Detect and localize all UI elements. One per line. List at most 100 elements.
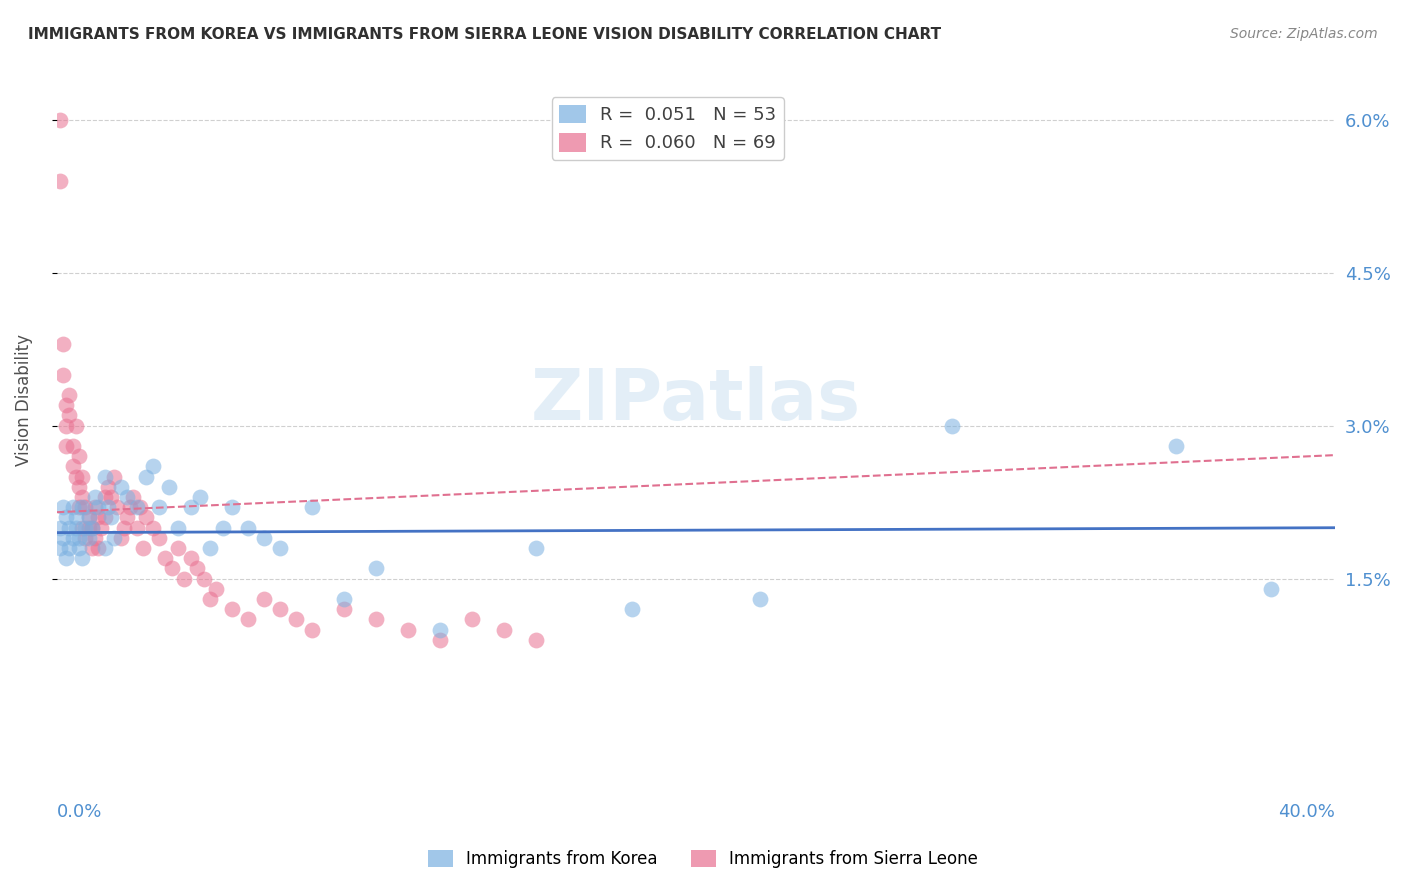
Point [55,510,77,524]
Point [135,469,157,483]
Point [52,500,75,515]
Text: 40.0%: 40.0% [1278,803,1336,821]
Point [75,520,97,534]
Point [93,541,115,555]
Point [186,561,208,575]
Point [157,480,180,494]
Point [80,520,103,534]
Point [65,469,87,483]
Point [333,602,356,616]
Point [429,632,451,647]
Point [87,541,110,555]
Point [84,531,107,545]
Y-axis label: Vision Disability: Vision Disability [15,334,32,466]
Point [148,500,170,515]
Point [67,449,90,463]
Point [58,388,80,402]
Point [205,582,228,596]
Point [269,602,291,616]
Point [193,572,215,586]
Point [62,459,84,474]
Point [75,500,97,515]
Point [80,541,103,555]
Point [67,531,90,545]
Point [70,490,93,504]
Point [212,520,235,534]
Point [97,480,120,494]
Point [180,500,202,515]
Text: Source: ZipAtlas.com: Source: ZipAtlas.com [1230,27,1378,41]
Point [52,531,75,545]
Point [112,520,135,534]
Point [167,541,190,555]
Point [125,500,148,515]
Point [103,531,125,545]
Point [80,520,103,534]
Point [1260,582,1282,596]
Point [167,520,190,534]
Point [52,337,75,351]
Point [90,520,112,534]
Point [301,500,323,515]
Point [62,500,84,515]
Point [180,551,202,566]
Point [65,520,87,534]
Point [65,418,87,433]
Point [333,591,356,606]
Point [461,612,484,626]
Point [70,469,93,483]
Point [238,520,260,534]
Point [62,531,84,545]
Point [110,480,132,494]
Point [87,510,110,524]
Point [148,531,170,545]
Point [621,602,644,616]
Point [70,520,93,534]
Point [221,500,243,515]
Point [70,500,93,515]
Point [58,541,80,555]
Point [524,541,547,555]
Point [84,490,107,504]
Point [173,572,195,586]
Point [141,459,163,474]
Point [103,469,125,483]
Point [132,541,155,555]
Point [190,490,212,504]
Point [93,490,115,504]
Point [221,602,243,616]
Point [198,591,221,606]
Point [429,623,451,637]
Point [269,541,291,555]
Point [52,368,75,382]
Point [115,510,138,524]
Point [110,531,132,545]
Point [49,541,72,555]
Point [67,500,90,515]
Point [105,500,128,515]
Point [93,510,115,524]
Point [65,510,87,524]
Point [253,591,276,606]
Point [366,612,388,626]
Point [49,520,72,534]
Point [49,112,72,127]
Text: ZIPatlas: ZIPatlas [531,366,860,434]
Point [55,439,77,453]
Point [55,551,77,566]
Point [100,490,122,504]
Point [77,520,100,534]
Point [135,510,157,524]
Point [93,469,115,483]
Point [115,490,138,504]
Point [55,398,77,412]
Point [1164,439,1187,453]
Point [62,439,84,453]
Point [97,500,120,515]
Point [125,520,148,534]
Text: 0.0%: 0.0% [56,803,103,821]
Point [155,551,177,566]
Point [77,510,100,524]
Point [58,409,80,423]
Point [67,480,90,494]
